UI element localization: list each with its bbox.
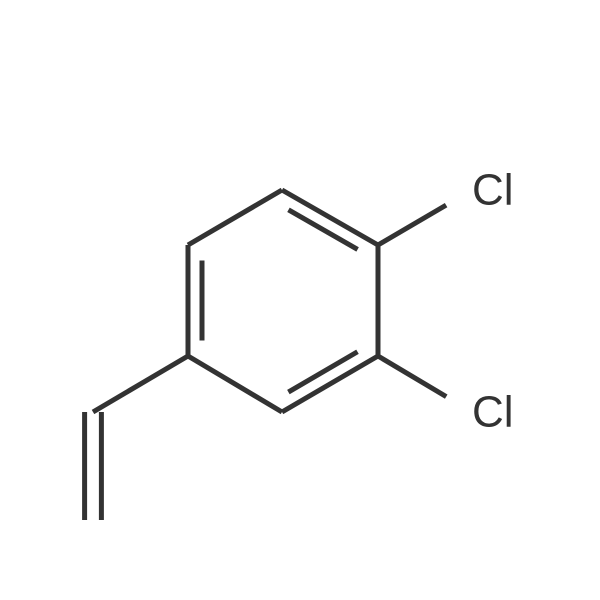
molecule-diagram: Cl Cl — [0, 0, 600, 600]
canvas-bg — [0, 0, 600, 600]
cl1-label: Cl — [472, 388, 514, 437]
cl2-label: Cl — [472, 166, 514, 215]
